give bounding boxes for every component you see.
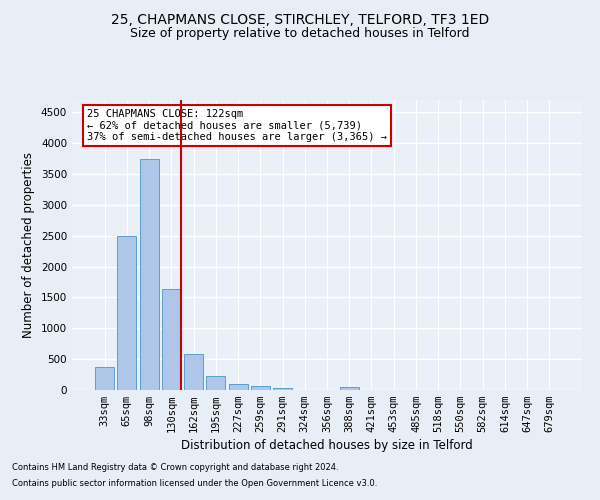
Text: 25, CHAPMANS CLOSE, STIRCHLEY, TELFORD, TF3 1ED: 25, CHAPMANS CLOSE, STIRCHLEY, TELFORD, … — [111, 12, 489, 26]
X-axis label: Distribution of detached houses by size in Telford: Distribution of detached houses by size … — [181, 440, 473, 452]
Bar — [251, 386, 270, 390]
Text: Contains HM Land Registry data © Crown copyright and database right 2024.: Contains HM Land Registry data © Crown c… — [12, 464, 338, 472]
Bar — [118, 236, 136, 390]
Bar — [229, 384, 248, 390]
Text: Contains public sector information licensed under the Open Government Licence v3: Contains public sector information licen… — [12, 478, 377, 488]
Bar — [206, 376, 225, 390]
Text: 25 CHAPMANS CLOSE: 122sqm
← 62% of detached houses are smaller (5,739)
37% of se: 25 CHAPMANS CLOSE: 122sqm ← 62% of detac… — [88, 108, 388, 142]
Text: Size of property relative to detached houses in Telford: Size of property relative to detached ho… — [130, 28, 470, 40]
Bar — [162, 289, 181, 390]
Bar — [273, 388, 292, 390]
Bar — [140, 158, 158, 390]
Bar — [340, 387, 359, 390]
Bar — [95, 367, 114, 390]
Y-axis label: Number of detached properties: Number of detached properties — [22, 152, 35, 338]
Bar — [184, 354, 203, 390]
